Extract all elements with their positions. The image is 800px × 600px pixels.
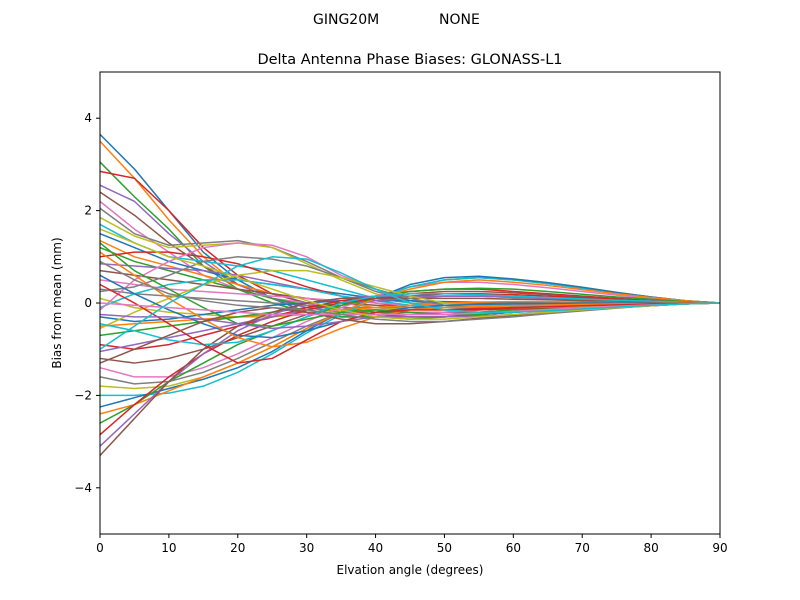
x-tick-label: 10: [161, 541, 176, 555]
x-tick-label: 90: [712, 541, 727, 555]
x-axis-ticks: 0 10 20 30 40 50 60 70 80 90: [96, 534, 728, 555]
chart-title: Delta Antenna Phase Biases: GLONASS-L1: [257, 52, 562, 68]
y-tick-label: 0: [84, 296, 92, 310]
y-axis-ticks: −4 −2 0 2 4: [74, 111, 100, 495]
series-line-41: [99, 274, 720, 339]
series-lines: [99, 133, 721, 456]
x-tick-label: 30: [299, 541, 314, 555]
x-tick-label: 50: [437, 541, 452, 555]
x-tick-label: 20: [230, 541, 245, 555]
y-tick-label: −2: [74, 388, 92, 402]
x-tick-label: 60: [506, 541, 521, 555]
series-line-33: [99, 287, 721, 424]
y-axis-label: Bias from mean (mm): [50, 237, 64, 368]
y-tick-label: −4: [74, 481, 92, 495]
series-line-44: [99, 283, 721, 364]
y-tick-label: 4: [84, 111, 92, 125]
series-line-32: [99, 279, 721, 415]
x-tick-label: 40: [368, 541, 383, 555]
suptitle-left: GING20M: [313, 12, 379, 28]
series-line-47: [99, 302, 721, 316]
series-line-50: [99, 256, 721, 350]
x-tick-label: 70: [575, 541, 590, 555]
series-line-31: [99, 275, 721, 408]
suptitle: GING20M NONE: [313, 12, 480, 28]
x-tick-label: 0: [96, 541, 104, 555]
x-axis-label: Elvation angle (degrees): [337, 563, 484, 577]
suptitle-right: NONE: [439, 12, 480, 28]
y-tick-label: 2: [84, 204, 92, 218]
x-tick-label: 80: [643, 541, 658, 555]
